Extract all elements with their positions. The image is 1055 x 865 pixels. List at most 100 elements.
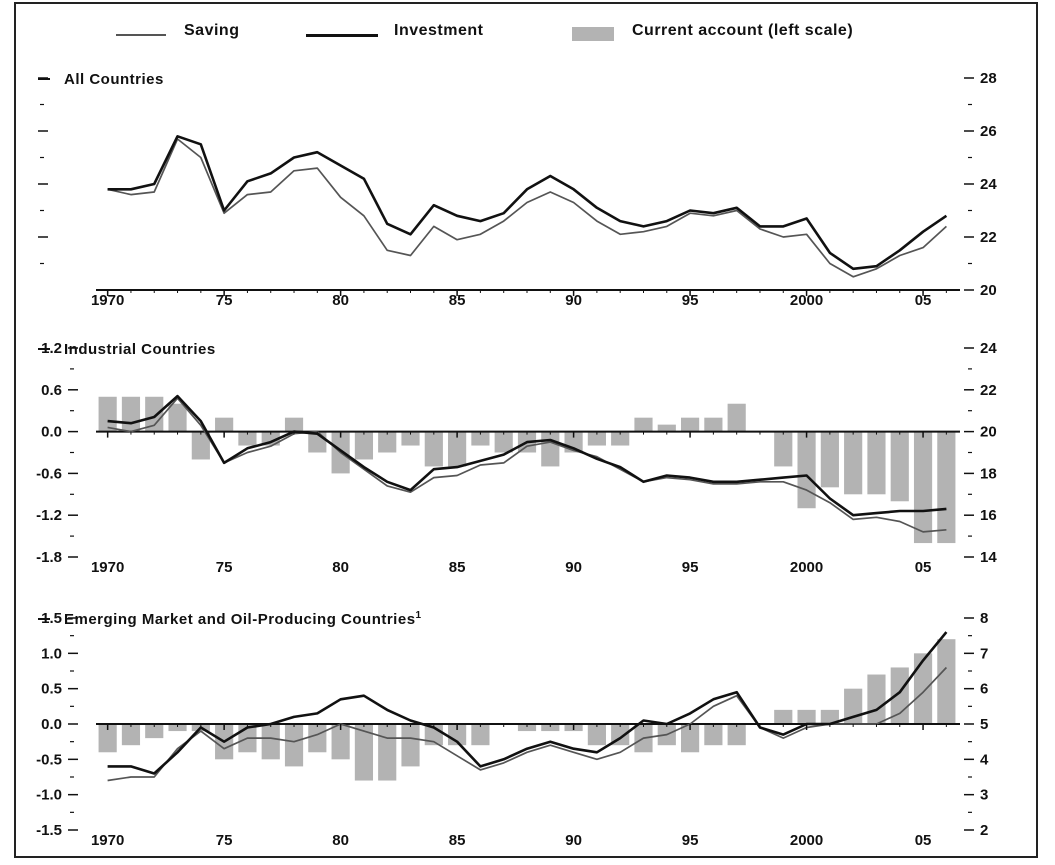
x-tick-label-1995: 95 [682,832,699,849]
bar-1994 [657,424,676,432]
bar-1986 [471,724,490,746]
bar-1993 [634,417,653,432]
left-tick-label--1.2: -1.2 [36,507,62,524]
series-line-saving [107,397,947,533]
bar-1970 [98,396,117,432]
right-tick-label-24: 24 [980,176,997,193]
bar-1988 [517,724,537,732]
x-tick-label-1995: 95 [682,292,699,309]
left-tick-label-1.2: 1.2 [41,340,62,357]
bar-1996 [704,724,723,746]
right-tick-label-7: 7 [980,645,988,662]
bar-1973 [168,403,187,432]
legend-current-account-swatch [572,27,614,41]
panel-3: Emerging Market and Oil-Producing Countr… [36,610,989,849]
panel-title: Emerging Market and Oil-Producing Countr… [64,610,422,628]
bar-1985 [448,431,467,467]
bar-2006 [937,431,956,544]
right-tick-label-5: 5 [980,716,988,733]
x-tick-label-1970: 1970 [91,292,124,309]
x-tick-label-2000: 2000 [790,292,823,309]
bar-2000 [797,709,816,724]
left-tick-label--0.5: -0.5 [36,751,62,768]
x-tick-label-1970: 1970 [91,832,124,849]
bar-1996 [704,417,723,432]
bar-1976 [238,431,257,446]
x-tick-label-1980: 80 [332,559,349,576]
bar-1997 [727,403,746,432]
panel-title: Industrial Countries [64,341,216,358]
x-tick-label-1990: 90 [565,832,582,849]
bar-1984 [424,431,443,467]
right-tick-label-6: 6 [980,681,988,698]
bar-1978 [284,724,304,767]
left-tick-label--0.6: -0.6 [36,465,62,482]
bar-1977 [261,724,280,760]
bar-1992 [611,431,630,446]
x-tick-label-2000: 2000 [790,559,823,576]
bar-1983 [401,724,420,767]
x-tick-label-2000: 2000 [790,832,823,849]
legend-investment-label: Investment [394,22,484,39]
right-tick-label-8: 8 [980,610,988,627]
bar-1974 [191,431,210,460]
right-tick-label-20: 20 [980,282,997,299]
panel-title-footnote: 1 [416,610,422,621]
x-tick-label-2005: 05 [915,559,932,576]
x-tick-label-1995: 95 [682,559,699,576]
bar-2003 [867,431,886,495]
bar-1972 [145,396,164,432]
bar-1971 [121,724,141,746]
left-tick-label-1: 1.0 [41,645,62,662]
right-tick-label-2: 2 [980,822,988,839]
bar-1987 [494,431,513,453]
panel-title: All Countries [64,71,164,88]
bar-2000 [797,431,816,509]
right-tick-label-4: 4 [980,751,989,768]
x-tick-label-1980: 80 [332,292,349,309]
x-tick-label-1985: 85 [449,292,466,309]
bar-1971 [121,396,141,432]
left-tick-label--1.5: -1.5 [36,822,62,839]
bar-1975 [215,417,234,432]
left-tick-label-0.6: 0.6 [41,382,62,399]
right-tick-label-28: 28 [980,70,997,87]
bar-1981 [354,431,374,460]
bar-1970 [98,724,117,753]
right-tick-label-20: 20 [980,424,997,441]
bar-2003 [867,674,886,724]
bar-2005 [913,431,933,544]
x-tick-label-1985: 85 [449,559,466,576]
x-tick-label-1975: 75 [216,559,233,576]
bar-1982 [378,431,397,453]
bar-1983 [401,431,420,446]
right-tick-label-26: 26 [980,123,997,140]
bar-1991 [587,431,606,446]
legend-saving-label: Saving [184,22,240,39]
bar-1997 [727,724,746,746]
x-tick-label-2005: 05 [915,292,932,309]
x-tick-label-1970: 1970 [91,559,124,576]
x-tick-label-1990: 90 [565,559,582,576]
bar-1978 [284,417,304,432]
legend-saving-swatch [116,34,166,36]
bar-1995 [680,724,700,753]
bar-1991 [587,724,606,746]
right-tick-label-14: 14 [980,549,997,566]
panel-1: All Countries 1970 75 80 85 90 95 2000 05 20 22 24 2… [38,70,997,309]
bar-2002 [844,431,863,495]
x-tick-label-2005: 05 [915,832,932,849]
bar-2006 [937,639,956,724]
right-tick-label-16: 16 [980,507,997,524]
bar-1980 [331,724,350,760]
left-tick-label-0: 0.0 [41,716,62,733]
bar-1982 [378,724,397,781]
legend: Saving Investment Current account (left … [16,16,1040,46]
bar-1999 [774,431,793,467]
legend-investment-swatch [306,34,378,37]
right-tick-label-22: 22 [980,229,997,246]
left-tick-label--1: -1.0 [36,787,62,804]
bar-1979 [308,724,327,753]
bar-2001 [820,709,839,724]
